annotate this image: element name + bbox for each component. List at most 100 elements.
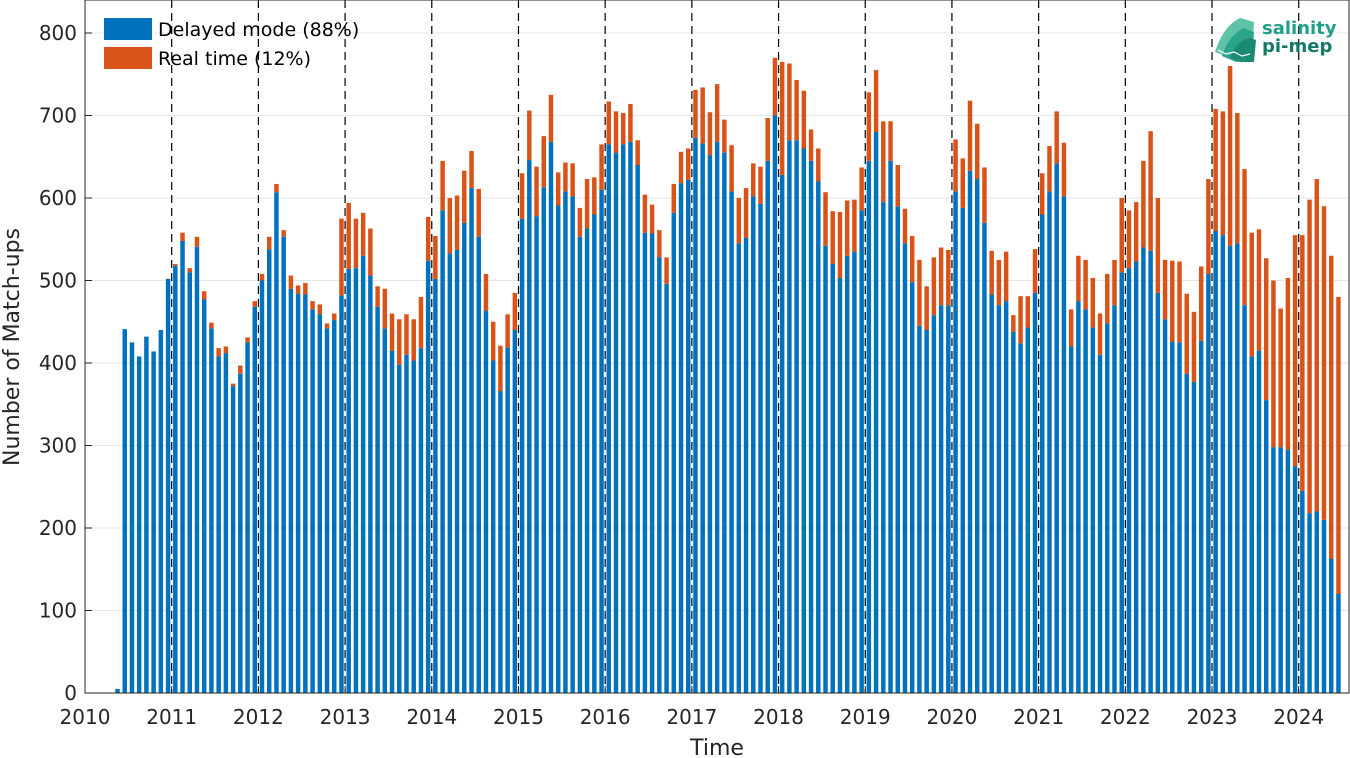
bar-delayed-mode: [1018, 343, 1023, 693]
bar-real-time: [382, 288, 388, 329]
bar-delayed-mode: [505, 347, 510, 693]
bar-delayed-mode: [295, 293, 301, 693]
bar-real-time: [924, 286, 929, 330]
bar-delayed-mode: [1097, 354, 1103, 693]
bar-real-time: [1148, 131, 1153, 251]
bar-real-time: [411, 319, 416, 361]
bar-real-time: [888, 121, 893, 161]
bar-real-time: [1235, 113, 1240, 244]
bar-delayed-mode: [909, 282, 915, 693]
bar-delayed-mode: [1061, 196, 1067, 693]
bar-delayed-mode: [353, 268, 359, 693]
bar-real-time: [346, 202, 351, 269]
bar-delayed-mode: [801, 148, 807, 693]
bar-delayed-mode: [989, 294, 994, 693]
bar-real-time: [1025, 296, 1031, 328]
bar-delayed-mode: [259, 280, 265, 693]
bar-real-time: [469, 150, 474, 189]
bar-delayed-mode: [736, 243, 742, 693]
bar-delayed-mode: [1076, 301, 1081, 693]
bar-delayed-mode: [693, 137, 698, 693]
bar-real-time: [462, 170, 467, 223]
bar-delayed-mode: [1278, 447, 1283, 693]
bar-delayed-mode: [563, 191, 568, 693]
x-axis-title: Time: [689, 736, 744, 758]
bar-real-time: [389, 313, 395, 351]
bar-delayed-mode: [1235, 243, 1240, 693]
bar-delayed-mode: [433, 278, 438, 693]
bar-delayed-mode: [1047, 191, 1052, 693]
bar-real-time: [787, 63, 792, 141]
legend: Delayed mode (88%) Real time (12%): [104, 18, 359, 70]
bar-real-time: [353, 218, 359, 269]
bar-real-time: [447, 198, 453, 254]
bar-delayed-mode: [1040, 214, 1045, 693]
bar-delayed-mode: [324, 328, 330, 693]
bar-real-time: [844, 200, 850, 256]
bar-delayed-mode: [404, 354, 409, 693]
bar-delayed-mode: [266, 249, 272, 693]
bar-real-time: [895, 165, 900, 207]
bar-delayed-mode: [454, 249, 460, 693]
bar-delayed-mode: [527, 160, 532, 694]
bar-delayed-mode: [996, 305, 1002, 693]
bar-delayed-mode: [787, 140, 792, 693]
bar-delayed-mode: [462, 222, 467, 693]
bar-real-time: [1314, 179, 1320, 512]
bar-delayed-mode: [397, 364, 402, 693]
legend-swatch-realtime: [104, 47, 152, 69]
bar-real-time: [967, 100, 973, 171]
bar-real-time: [1278, 308, 1283, 448]
bar-delayed-mode: [519, 218, 525, 693]
bar-delayed-mode: [1148, 250, 1153, 694]
bar-real-time: [1321, 206, 1327, 520]
bar-real-time: [1220, 111, 1226, 236]
bar-real-time: [816, 148, 821, 182]
bar-delayed-mode: [895, 206, 900, 693]
bar-delayed-mode: [686, 179, 691, 694]
bar-real-time: [1256, 229, 1262, 351]
bar-delayed-mode: [1025, 327, 1031, 693]
x-tick-label: 2024: [1273, 705, 1324, 729]
bar-real-time: [794, 80, 799, 141]
bar-delayed-mode: [1068, 346, 1074, 693]
bar-delayed-mode: [201, 299, 207, 693]
bar-delayed-mode: [606, 144, 612, 693]
bar-delayed-mode: [700, 143, 705, 694]
bar-delayed-mode: [1054, 163, 1059, 694]
bar-real-time: [751, 163, 756, 197]
bar-real-time: [700, 87, 705, 144]
bar-delayed-mode: [1271, 447, 1276, 693]
bar-real-time: [368, 228, 373, 276]
legend-label-delayed: Delayed mode (88%): [158, 19, 359, 41]
bar-real-time: [1090, 278, 1096, 328]
bar-real-time: [801, 90, 807, 149]
bar-real-time: [180, 232, 185, 241]
bar-delayed-mode: [534, 216, 539, 693]
bar-real-time: [758, 166, 763, 204]
bar-delayed-mode: [620, 144, 626, 693]
bar-real-time: [1328, 255, 1334, 559]
bar-delayed-mode: [1328, 558, 1334, 693]
bar-real-time: [1307, 199, 1312, 514]
bar-real-time: [1054, 111, 1059, 164]
logo-text-pimep: pi-mep: [1262, 36, 1332, 57]
bar-real-time: [360, 212, 366, 256]
bar-real-time: [852, 199, 857, 252]
bar-real-time: [765, 117, 770, 161]
bar-delayed-mode: [982, 222, 987, 693]
bar-real-time: [194, 236, 200, 247]
bar-real-time: [772, 57, 778, 116]
bar-real-time: [830, 211, 835, 264]
bar-delayed-mode: [837, 278, 843, 693]
bar-real-time: [476, 188, 481, 237]
bar-real-time: [303, 282, 308, 295]
bar-delayed-mode: [129, 342, 135, 693]
bar-delayed-mode: [252, 306, 258, 693]
bar-delayed-mode: [230, 386, 236, 693]
bar-delayed-mode: [722, 152, 727, 693]
plot-frame: [84, 0, 1350, 694]
bar-real-time: [649, 204, 655, 234]
bar-delayed-mode: [779, 174, 785, 693]
bar-real-time: [613, 111, 619, 153]
